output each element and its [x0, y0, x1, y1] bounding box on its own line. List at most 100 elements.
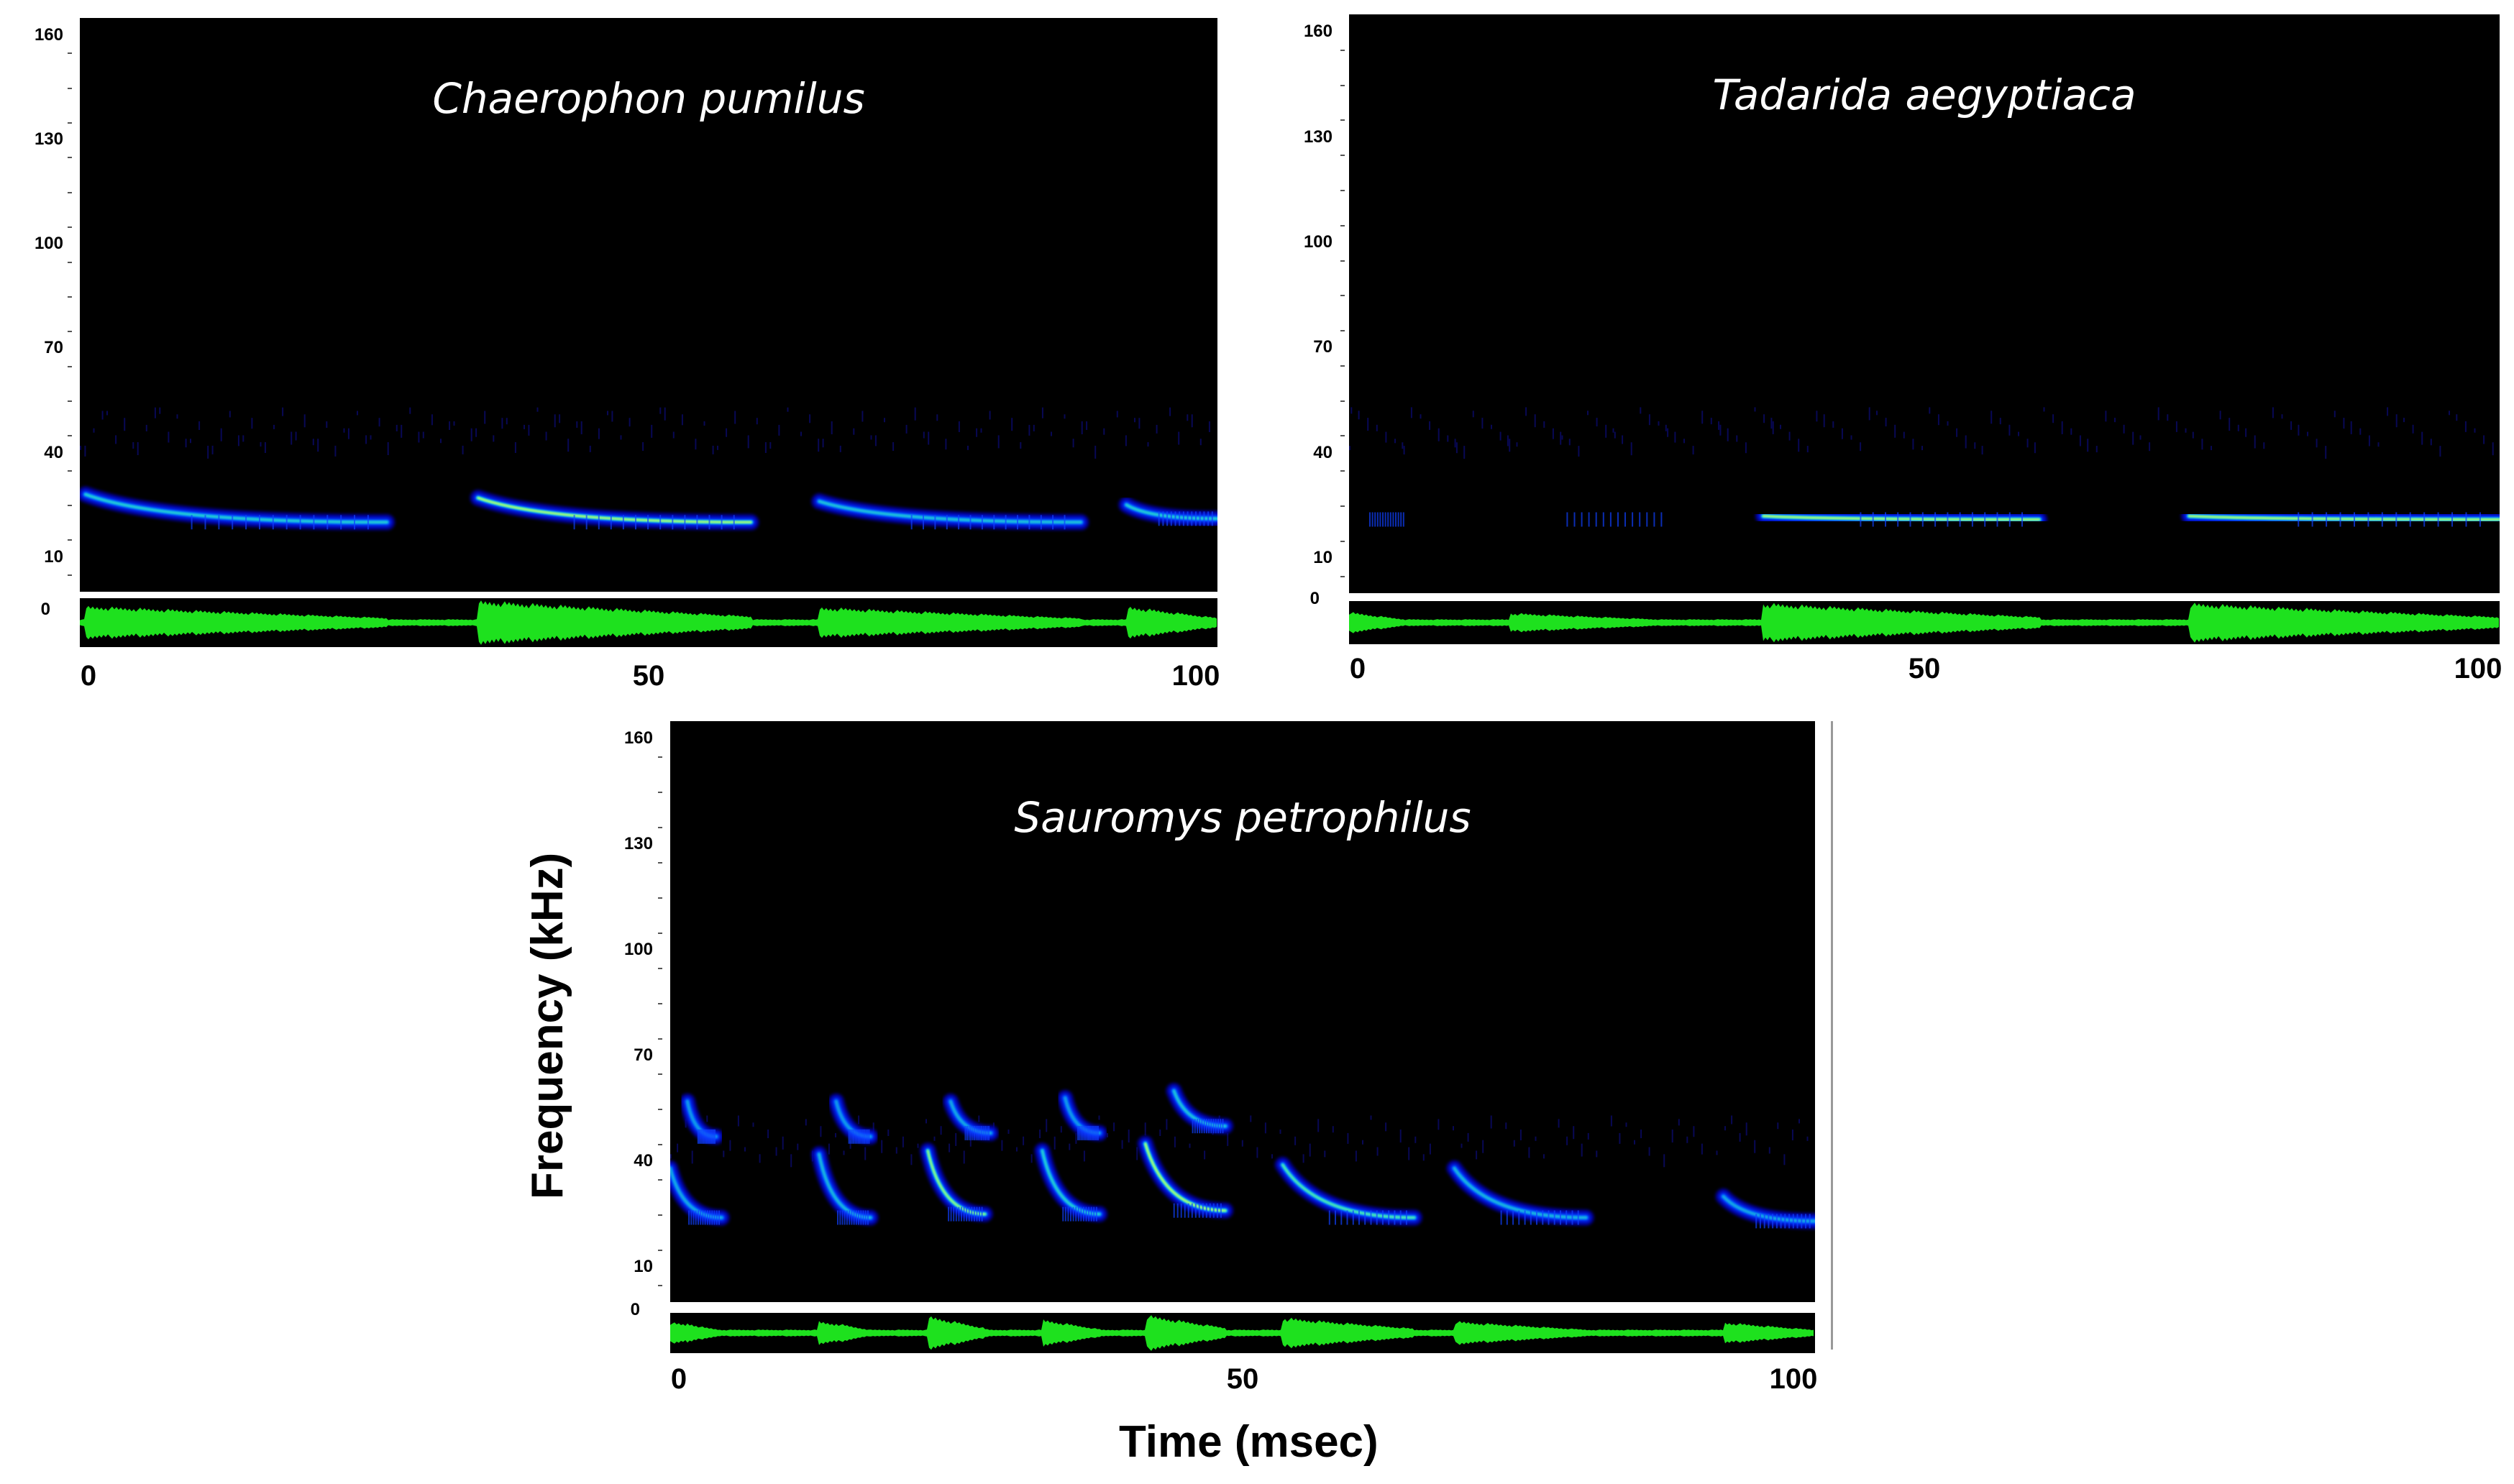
- y-tick-label: 40: [44, 442, 63, 462]
- noise-speck: [809, 414, 811, 423]
- pulse-texture: [690, 1210, 693, 1225]
- noise-speck: [1472, 411, 1474, 418]
- pulse-texture: [1909, 512, 1911, 527]
- noise-speck: [1860, 442, 1862, 452]
- pulse-texture: [1384, 512, 1386, 527]
- noise-speck: [1350, 407, 1353, 414]
- noise-speck: [501, 418, 503, 429]
- noise-speck: [778, 424, 780, 436]
- noise-speck: [1241, 1140, 1243, 1147]
- pulse-texture: [950, 1206, 952, 1222]
- pulse-texture: [191, 515, 193, 530]
- pulse-texture: [1370, 1210, 1372, 1225]
- noise-speck: [1665, 424, 1667, 431]
- noise-speck: [1634, 1140, 1635, 1145]
- pulse-texture: [923, 515, 924, 530]
- pulse-texture: [853, 1210, 855, 1225]
- pulse-texture: [1072, 1206, 1074, 1222]
- pulse-texture: [1921, 512, 1924, 527]
- pulse-texture: [713, 1129, 715, 1144]
- noise-speck: [712, 445, 714, 454]
- panel-right-border: [1831, 721, 1833, 1350]
- noise-speck: [881, 1140, 883, 1153]
- pulse-texture: [1780, 1214, 1782, 1229]
- noise-speck: [945, 439, 947, 450]
- noise-speck: [822, 439, 824, 448]
- pulse-texture: [1405, 1210, 1407, 1225]
- noise-speck: [1612, 428, 1614, 433]
- pulse-texture: [1095, 1206, 1097, 1222]
- pulse-texture: [1617, 512, 1619, 527]
- y-minor-tick: [1340, 365, 1345, 367]
- pulse-texture: [1212, 1203, 1215, 1218]
- pulse-stroke: [927, 1150, 986, 1215]
- pulse-texture: [1028, 515, 1030, 530]
- pulse-texture: [2298, 512, 2300, 527]
- waveform-envelope: [80, 600, 1217, 645]
- pulse-texture: [1394, 1210, 1396, 1225]
- noise-speck: [185, 439, 187, 448]
- pulse-texture: [1220, 1203, 1222, 1218]
- noise-speck: [1791, 1130, 1793, 1140]
- noise-speck: [1420, 414, 1422, 419]
- pulse-texture: [708, 1129, 710, 1144]
- y-minor-tick: [1340, 470, 1345, 472]
- noise-speck: [691, 1150, 693, 1164]
- pulse-texture: [1775, 1214, 1778, 1229]
- y-minor-tick: [68, 122, 72, 124]
- pulse-texture: [700, 1129, 702, 1144]
- pulse-texture: [864, 1210, 867, 1225]
- noise-speck: [1724, 1126, 1726, 1131]
- noise-speck: [1144, 1122, 1146, 1136]
- noise-speck: [545, 431, 547, 441]
- noise-speck: [759, 1154, 761, 1163]
- noise-speck: [1981, 446, 1983, 455]
- noise-speck: [787, 407, 789, 412]
- noise-speck: [347, 428, 349, 439]
- pulse-texture: [857, 1129, 859, 1144]
- pulse-texture: [713, 1210, 716, 1225]
- spectrogram-svg-3: [670, 1083, 1815, 1229]
- pulse-texture: [1194, 1203, 1197, 1218]
- noise-speck: [1367, 418, 1369, 431]
- noise-speck: [976, 428, 978, 437]
- pulse-texture: [846, 1210, 848, 1225]
- noise-speck: [963, 1150, 965, 1164]
- noise-speck: [1568, 439, 1571, 446]
- pulse-texture: [703, 1129, 705, 1144]
- noise-speck: [980, 428, 982, 433]
- pulse-texture: [1205, 1203, 1207, 1218]
- pulse-texture: [688, 1210, 690, 1225]
- pulse-texture: [1971, 512, 1973, 527]
- noise-speck: [1349, 446, 1350, 451]
- pulse-texture: [865, 1129, 867, 1144]
- noise-speck: [524, 424, 525, 429]
- noise-speck: [2061, 421, 2063, 434]
- pulse-stroke: [818, 500, 1082, 523]
- y-tick-label: 70: [1313, 337, 1333, 357]
- noise-speck: [670, 1154, 672, 1159]
- noise-speck: [659, 407, 662, 414]
- pulse-texture: [1075, 1206, 1077, 1222]
- call-pulse: [1057, 1090, 1107, 1141]
- noise-speck: [853, 428, 855, 435]
- pulse-texture: [1602, 512, 1604, 527]
- pulse-texture: [1174, 511, 1176, 526]
- pulse-texture: [659, 515, 662, 530]
- pulse-texture: [721, 515, 723, 530]
- y-minor-tick: [68, 261, 72, 263]
- y-tick-label: 160: [623, 728, 653, 748]
- pulse-texture: [2409, 512, 2411, 527]
- pulse-texture: [1959, 512, 1961, 527]
- pulse-texture: [853, 1129, 854, 1144]
- pulse-texture: [839, 1210, 841, 1225]
- noise-speck: [1463, 446, 1466, 459]
- noise-speck: [1447, 435, 1449, 442]
- pulse-texture: [1524, 1210, 1526, 1225]
- noise-speck: [1519, 1130, 1522, 1140]
- noise-speck: [1075, 1132, 1077, 1144]
- noise-speck: [357, 411, 358, 416]
- y-minor-tick: [658, 1038, 662, 1040]
- noise-speck: [1671, 1130, 1673, 1142]
- y-minor-tick: [1340, 84, 1345, 86]
